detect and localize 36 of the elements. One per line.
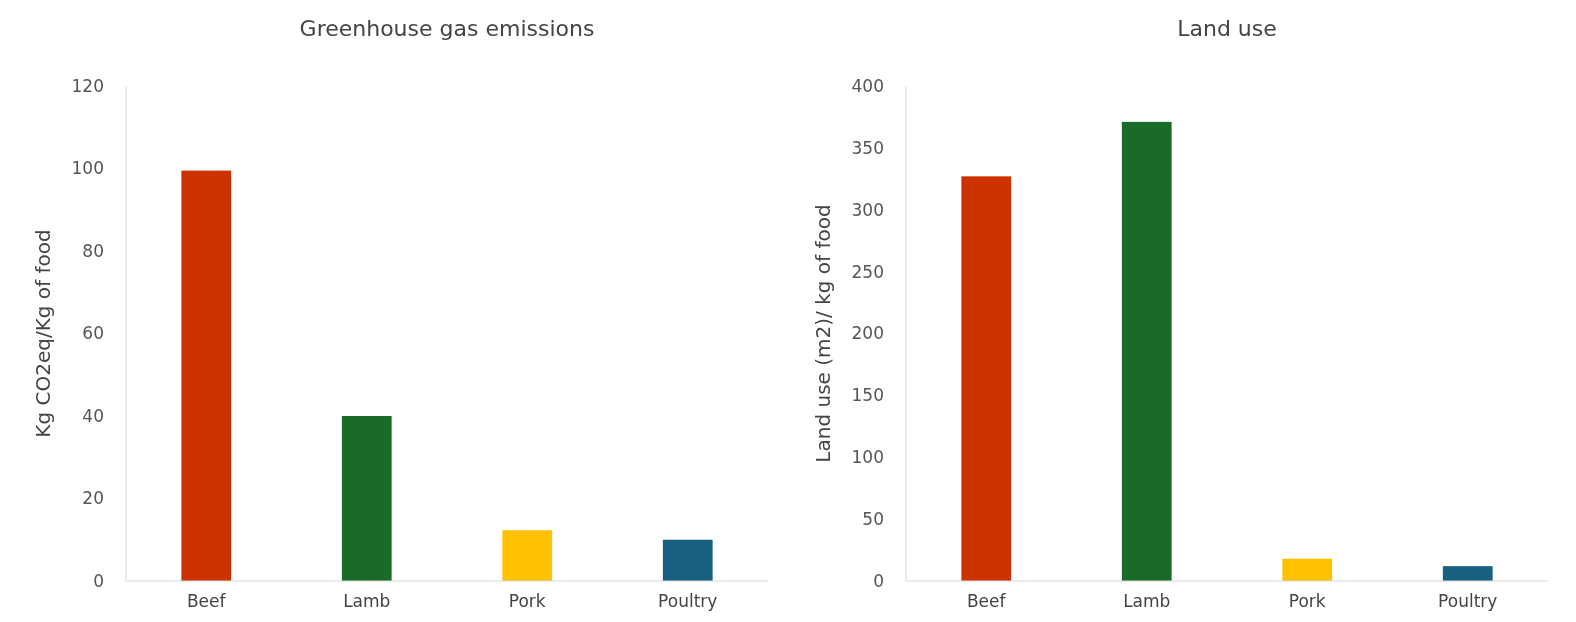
bar: [502, 530, 553, 581]
y-axis-title: Land use (m2)/ kg of food: [811, 204, 835, 463]
y-tick-label: 0: [93, 570, 104, 591]
y-tick-label: 20: [82, 488, 104, 509]
y-tick-label: 0: [873, 570, 884, 591]
y-tick-label: 300: [851, 199, 884, 220]
y-tick-label: 80: [82, 240, 104, 261]
x-tick-label: Pork: [508, 591, 546, 611]
x-tick-label: Lamb: [343, 591, 391, 611]
y-tick-label: 50: [862, 509, 884, 530]
chart-title: Land use: [1177, 16, 1277, 41]
bar: [1442, 566, 1493, 581]
y-tick-label: 60: [82, 323, 104, 344]
bar: [1121, 121, 1172, 581]
y-tick-label: 250: [851, 261, 884, 282]
y-tick-label: 150: [851, 385, 884, 406]
chart-title: Greenhouse gas emissions: [299, 16, 595, 41]
y-tick-label: 200: [851, 323, 884, 344]
x-tick-label: Poultry: [658, 591, 718, 611]
bar: [181, 170, 232, 581]
bar: [1282, 558, 1333, 581]
x-tick-label: Lamb: [1123, 591, 1171, 611]
y-tick-label: 100: [71, 158, 104, 179]
x-tick-label: Pork: [1288, 591, 1326, 611]
bar: [662, 539, 713, 581]
y-tick-label: 100: [851, 447, 884, 468]
y-tick-label: 400: [851, 75, 884, 96]
y-tick-label: 40: [82, 405, 104, 426]
y-tick-label: 120: [71, 75, 104, 96]
y-tick-label: 350: [851, 137, 884, 158]
x-tick-label: Poultry: [1438, 591, 1498, 611]
bar: [961, 176, 1012, 581]
x-tick-label: Beef: [186, 591, 227, 611]
y-axis-title: Kg CO2eq/Kg of food: [31, 229, 55, 438]
x-tick-label: Beef: [966, 591, 1007, 611]
bar: [341, 416, 392, 581]
